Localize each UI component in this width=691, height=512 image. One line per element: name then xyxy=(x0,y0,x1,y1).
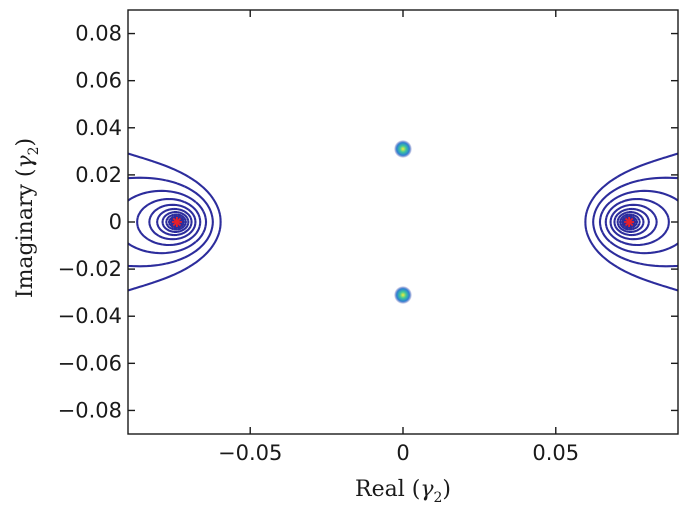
zero-marker xyxy=(624,217,635,227)
contour-level-19 xyxy=(128,189,678,255)
pole-marker xyxy=(394,286,412,305)
contour-level-11 xyxy=(171,217,635,227)
contour-level-12 xyxy=(169,216,637,228)
pole-marker xyxy=(394,139,412,158)
y-tick-label: 0.08 xyxy=(75,22,122,46)
y-tick-label: 0.04 xyxy=(75,116,122,140)
y-tick-label: 0.06 xyxy=(75,69,122,93)
contour-level-14 xyxy=(165,213,641,231)
plot-frame xyxy=(127,9,679,435)
contour-level-18 xyxy=(136,197,670,247)
contour-level-20 xyxy=(128,176,678,268)
y-axis-title: Imaginary (γ2) xyxy=(13,138,42,298)
x-axis-ticks: −0.05 0 0.05 xyxy=(218,10,579,465)
y-tick-label: −0.04 xyxy=(58,304,122,328)
contour-level-10 xyxy=(173,218,633,226)
contour-level-15 xyxy=(161,211,645,233)
y-tick-label: 0.02 xyxy=(75,163,122,187)
contour-level-9 xyxy=(174,218,632,226)
x-tick-label: −0.05 xyxy=(218,441,282,465)
contour-level-17 xyxy=(148,203,658,241)
contour-lines xyxy=(128,152,678,292)
markers xyxy=(171,139,635,305)
zero-marker xyxy=(171,217,182,227)
y-tick-label: −0.08 xyxy=(58,398,122,422)
x-axis-title: Real (γ2) xyxy=(355,477,451,506)
y-tick-label: −0.06 xyxy=(58,351,122,375)
y-tick-label: 0 xyxy=(109,210,122,234)
y-tick-label: −0.02 xyxy=(58,257,122,281)
contour-level-21 xyxy=(128,152,678,292)
y-axis-ticks: 0.08 0.06 0.04 0.02 0 −0.02 −0.04 −0.06 −0.08 xyxy=(58,22,678,422)
x-tick-label: 0 xyxy=(396,441,409,465)
contour-level-16 xyxy=(156,207,650,237)
contour-level-13 xyxy=(168,215,638,229)
x-tick-label: 0.05 xyxy=(532,441,579,465)
